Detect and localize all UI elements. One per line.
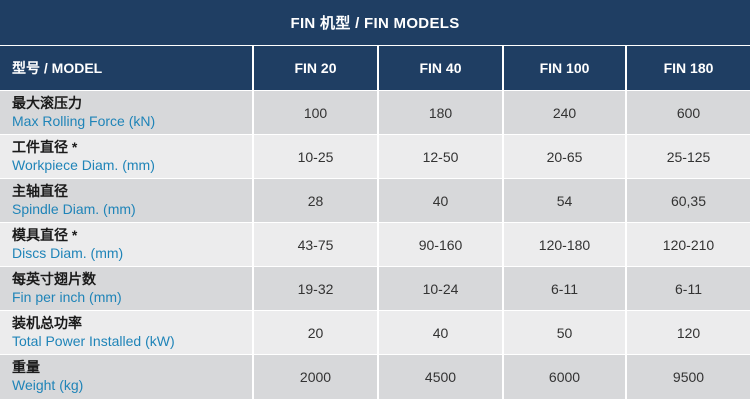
row-label: 重量 Weight (kg)	[0, 354, 253, 399]
table-cell: 6-11	[502, 266, 626, 311]
row-label-en: Discs Diam. (mm)	[12, 245, 124, 261]
table-cell: 6-11	[625, 266, 750, 311]
table-cell: 28	[252, 178, 378, 223]
row-label-cn: 装机总功率	[12, 315, 82, 331]
model-header-fin20: FIN 20	[252, 46, 378, 91]
table-row: 模具直径 * Discs Diam. (mm) 43-75 90-160 120…	[0, 222, 750, 267]
table-row: 重量 Weight (kg) 2000 4500 6000 9500	[0, 354, 750, 399]
row-label-cn: 主轴直径	[12, 183, 68, 199]
table-cell: 60,35	[625, 178, 750, 223]
table-row: 工件直径 * Workpiece Diam. (mm) 10-25 12-50 …	[0, 134, 750, 179]
table-cell: 19-32	[252, 266, 378, 311]
table-cell: 90-160	[377, 222, 503, 267]
row-label-en: Total Power Installed (kW)	[12, 333, 175, 349]
row-label-en: Weight (kg)	[12, 377, 84, 394]
table-row: 主轴直径 Spindle Diam. (mm) 28 40 54 60,35	[0, 178, 750, 223]
row-label: 最大滚压力 Max Rolling Force (kN)	[0, 90, 253, 135]
row-label-cn: 工件直径 *	[12, 139, 78, 155]
table-cell: 240	[502, 90, 626, 135]
table-cell: 20	[252, 310, 378, 355]
row-label: 模具直径 * Discs Diam. (mm)	[0, 222, 253, 267]
model-label-header: 型号 / MODEL	[0, 46, 253, 91]
table-cell: 180	[377, 90, 503, 135]
model-header-fin40: FIN 40	[377, 46, 503, 91]
table-cell: 50	[502, 310, 626, 355]
header-row: 型号 / MODEL FIN 20 FIN 40 FIN 100 FIN 180	[0, 46, 750, 91]
table-cell: 12-50	[377, 134, 503, 179]
row-label-cn: 每英寸翅片数	[12, 271, 96, 287]
row-label-cn: 模具直径 *	[12, 227, 78, 243]
row-label: 主轴直径 Spindle Diam. (mm)	[0, 178, 253, 223]
table-row: 装机总功率 Total Power Installed (kW) 20 40 5…	[0, 310, 750, 355]
row-label-cn: 最大滚压力	[12, 95, 82, 111]
table-cell: 120-210	[625, 222, 750, 267]
model-header-fin100: FIN 100	[502, 46, 626, 91]
spec-table: 型号 / MODEL FIN 20 FIN 40 FIN 100 FIN 180…	[0, 46, 750, 399]
table-row: 每英寸翅片数 Fin per inch (mm) 19-32 10-24 6-1…	[0, 266, 750, 311]
table-cell: 54	[502, 178, 626, 223]
row-label-en: Spindle Diam. (mm)	[12, 201, 136, 217]
table-cell: 20-65	[502, 134, 626, 179]
table-cell: 10-25	[252, 134, 378, 179]
table-cell: 2000	[252, 354, 378, 399]
row-label: 每英寸翅片数 Fin per inch (mm)	[0, 266, 253, 311]
row-label: 装机总功率 Total Power Installed (kW)	[0, 310, 253, 355]
table-cell: 40	[377, 310, 503, 355]
table-cell: 120-180	[502, 222, 626, 267]
table-title: FIN 机型 / FIN MODELS	[0, 0, 750, 45]
table-cell: 6000	[502, 354, 626, 399]
table-cell: 120	[625, 310, 750, 355]
table-cell: 9500	[625, 354, 750, 399]
table-cell: 4500	[377, 354, 503, 399]
table-cell: 25-125	[625, 134, 750, 179]
model-header-fin180: FIN 180	[625, 46, 750, 91]
table-cell: 10-24	[377, 266, 503, 311]
row-label-en: Workpiece Diam. (mm)	[12, 157, 155, 173]
table-cell: 40	[377, 178, 503, 223]
table-row: 最大滚压力 Max Rolling Force (kN) 100 180 240…	[0, 90, 750, 135]
table-cell: 100	[252, 90, 378, 135]
row-label-en: Max Rolling Force (kN)	[12, 113, 156, 129]
table-cell: 600	[625, 90, 750, 135]
table-cell: 43-75	[252, 222, 378, 267]
row-label-en: Fin per inch (mm)	[12, 289, 122, 305]
row-label: 工件直径 * Workpiece Diam. (mm)	[0, 134, 253, 179]
row-label-cn: 重量	[12, 359, 40, 376]
